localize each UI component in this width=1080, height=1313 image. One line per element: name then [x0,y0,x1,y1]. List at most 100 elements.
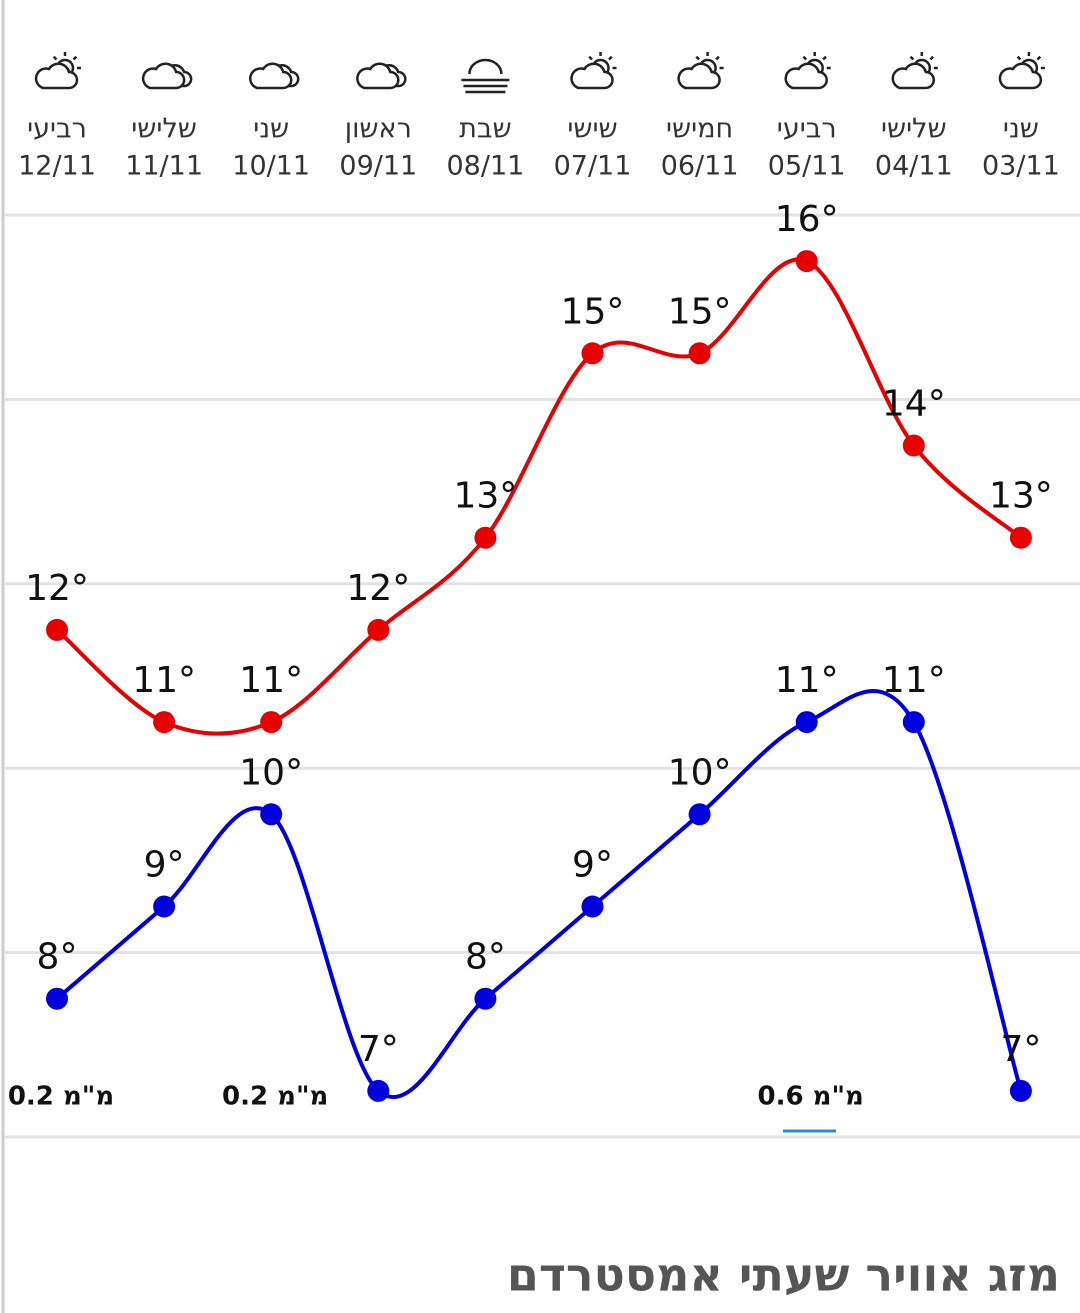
sun-ray [802,55,808,61]
date-label: 04/11 [875,151,953,182]
temp-label: 12° [25,568,89,609]
temp-label: 14° [882,384,946,425]
temp-label: 15° [668,291,732,332]
date-label: 06/11 [661,151,739,182]
page-title: מזג אוויר שעתי אמסטרדם [507,1248,1060,1302]
temp-label: 8° [37,937,78,978]
date-label: 03/11 [982,151,1060,182]
temp-label: 11° [132,660,196,701]
day-name: שני [253,114,289,145]
date-label: 07/11 [554,151,632,182]
sun-ray [1016,55,1022,61]
temp-point [260,803,283,826]
weather-icon [677,52,724,90]
temp-point [1009,526,1032,549]
temp-point [367,1079,390,1102]
sun-ray [52,55,58,61]
day-name: ראשון [345,114,412,145]
sun-ray [695,55,700,61]
day-name: רביעי [27,114,87,145]
temp-point [688,342,711,365]
temp-point [688,803,711,826]
temp-point [902,434,925,457]
fog-top [468,58,503,75]
weather-icon [34,52,81,90]
temp-label: 7° [1000,1029,1041,1070]
weather-icon [998,52,1045,90]
day-name: שלישי [881,114,947,145]
temp-point [795,250,818,273]
weather-icon [570,52,617,90]
temp-label: 15° [561,291,625,332]
temp-label: 8° [465,937,506,978]
temp-line [55,257,1023,736]
temp-label: 7° [358,1029,399,1070]
date-label: 12/11 [18,151,96,182]
sun-ray [72,55,78,61]
temp-point [46,987,68,1010]
cloud [141,62,186,90]
temp-label: 16° [775,199,839,240]
precip-label: 0.6 מ"מ [758,1082,864,1112]
temp-point [153,895,176,918]
sun-ray [715,55,720,61]
temp-point [1009,1079,1032,1102]
cloud [249,62,293,90]
temp-point [153,711,176,734]
temp-label: 11° [882,660,946,701]
day-name: שישי [567,114,617,145]
sun-ray [608,55,613,61]
temp-point [260,711,283,734]
cloud [356,62,400,90]
temp-point [46,618,68,641]
temp-line [55,689,1023,1100]
temp-label: 13° [453,476,517,517]
cloud [570,62,614,90]
date-label: 08/11 [446,151,524,182]
temp-label: 13° [989,476,1053,517]
temp-label: 12° [346,568,410,609]
temp-point [795,711,818,734]
cloud [998,62,1043,90]
weather-icon [461,58,510,94]
date-label: 05/11 [768,151,846,182]
day-name: רביעי [777,114,837,145]
weather-icon [356,62,407,90]
day-name: שני [1003,114,1039,145]
date-label: 11/11 [125,151,203,182]
cloud [891,62,935,90]
weather-icon [141,62,193,90]
cloud [784,62,828,90]
cloud [677,62,721,90]
sun-ray [909,55,915,61]
precip-label: 0.2 מ"מ [8,1082,114,1112]
cloud [34,62,79,90]
date-label: 09/11 [339,151,417,182]
temp-label: 10° [668,752,732,793]
temp-label: 9° [572,845,613,886]
precip-label: 0.2 מ"מ [222,1082,328,1112]
sun-ray [822,55,827,61]
day-name: שלישי [131,114,197,145]
temp-label: 11° [239,660,303,701]
date-label: 10/11 [232,151,310,182]
temp-label: 10° [239,752,303,793]
temp-point [367,618,390,641]
temp-point [581,342,604,365]
sun-ray [929,55,934,61]
day-name: שבת [459,114,511,145]
temp-label: 9° [144,845,185,886]
temp-label: 11° [775,660,839,701]
sun-ray [588,55,593,61]
sun-ray [1036,55,1042,61]
temp-point [474,526,497,549]
temp-point [902,711,925,734]
temp-point [581,895,604,918]
weather-icon [249,62,300,90]
temp-point [474,987,497,1010]
day-name: חמישי [666,114,733,145]
weather-icon [891,52,938,90]
weather-icon [784,52,831,90]
